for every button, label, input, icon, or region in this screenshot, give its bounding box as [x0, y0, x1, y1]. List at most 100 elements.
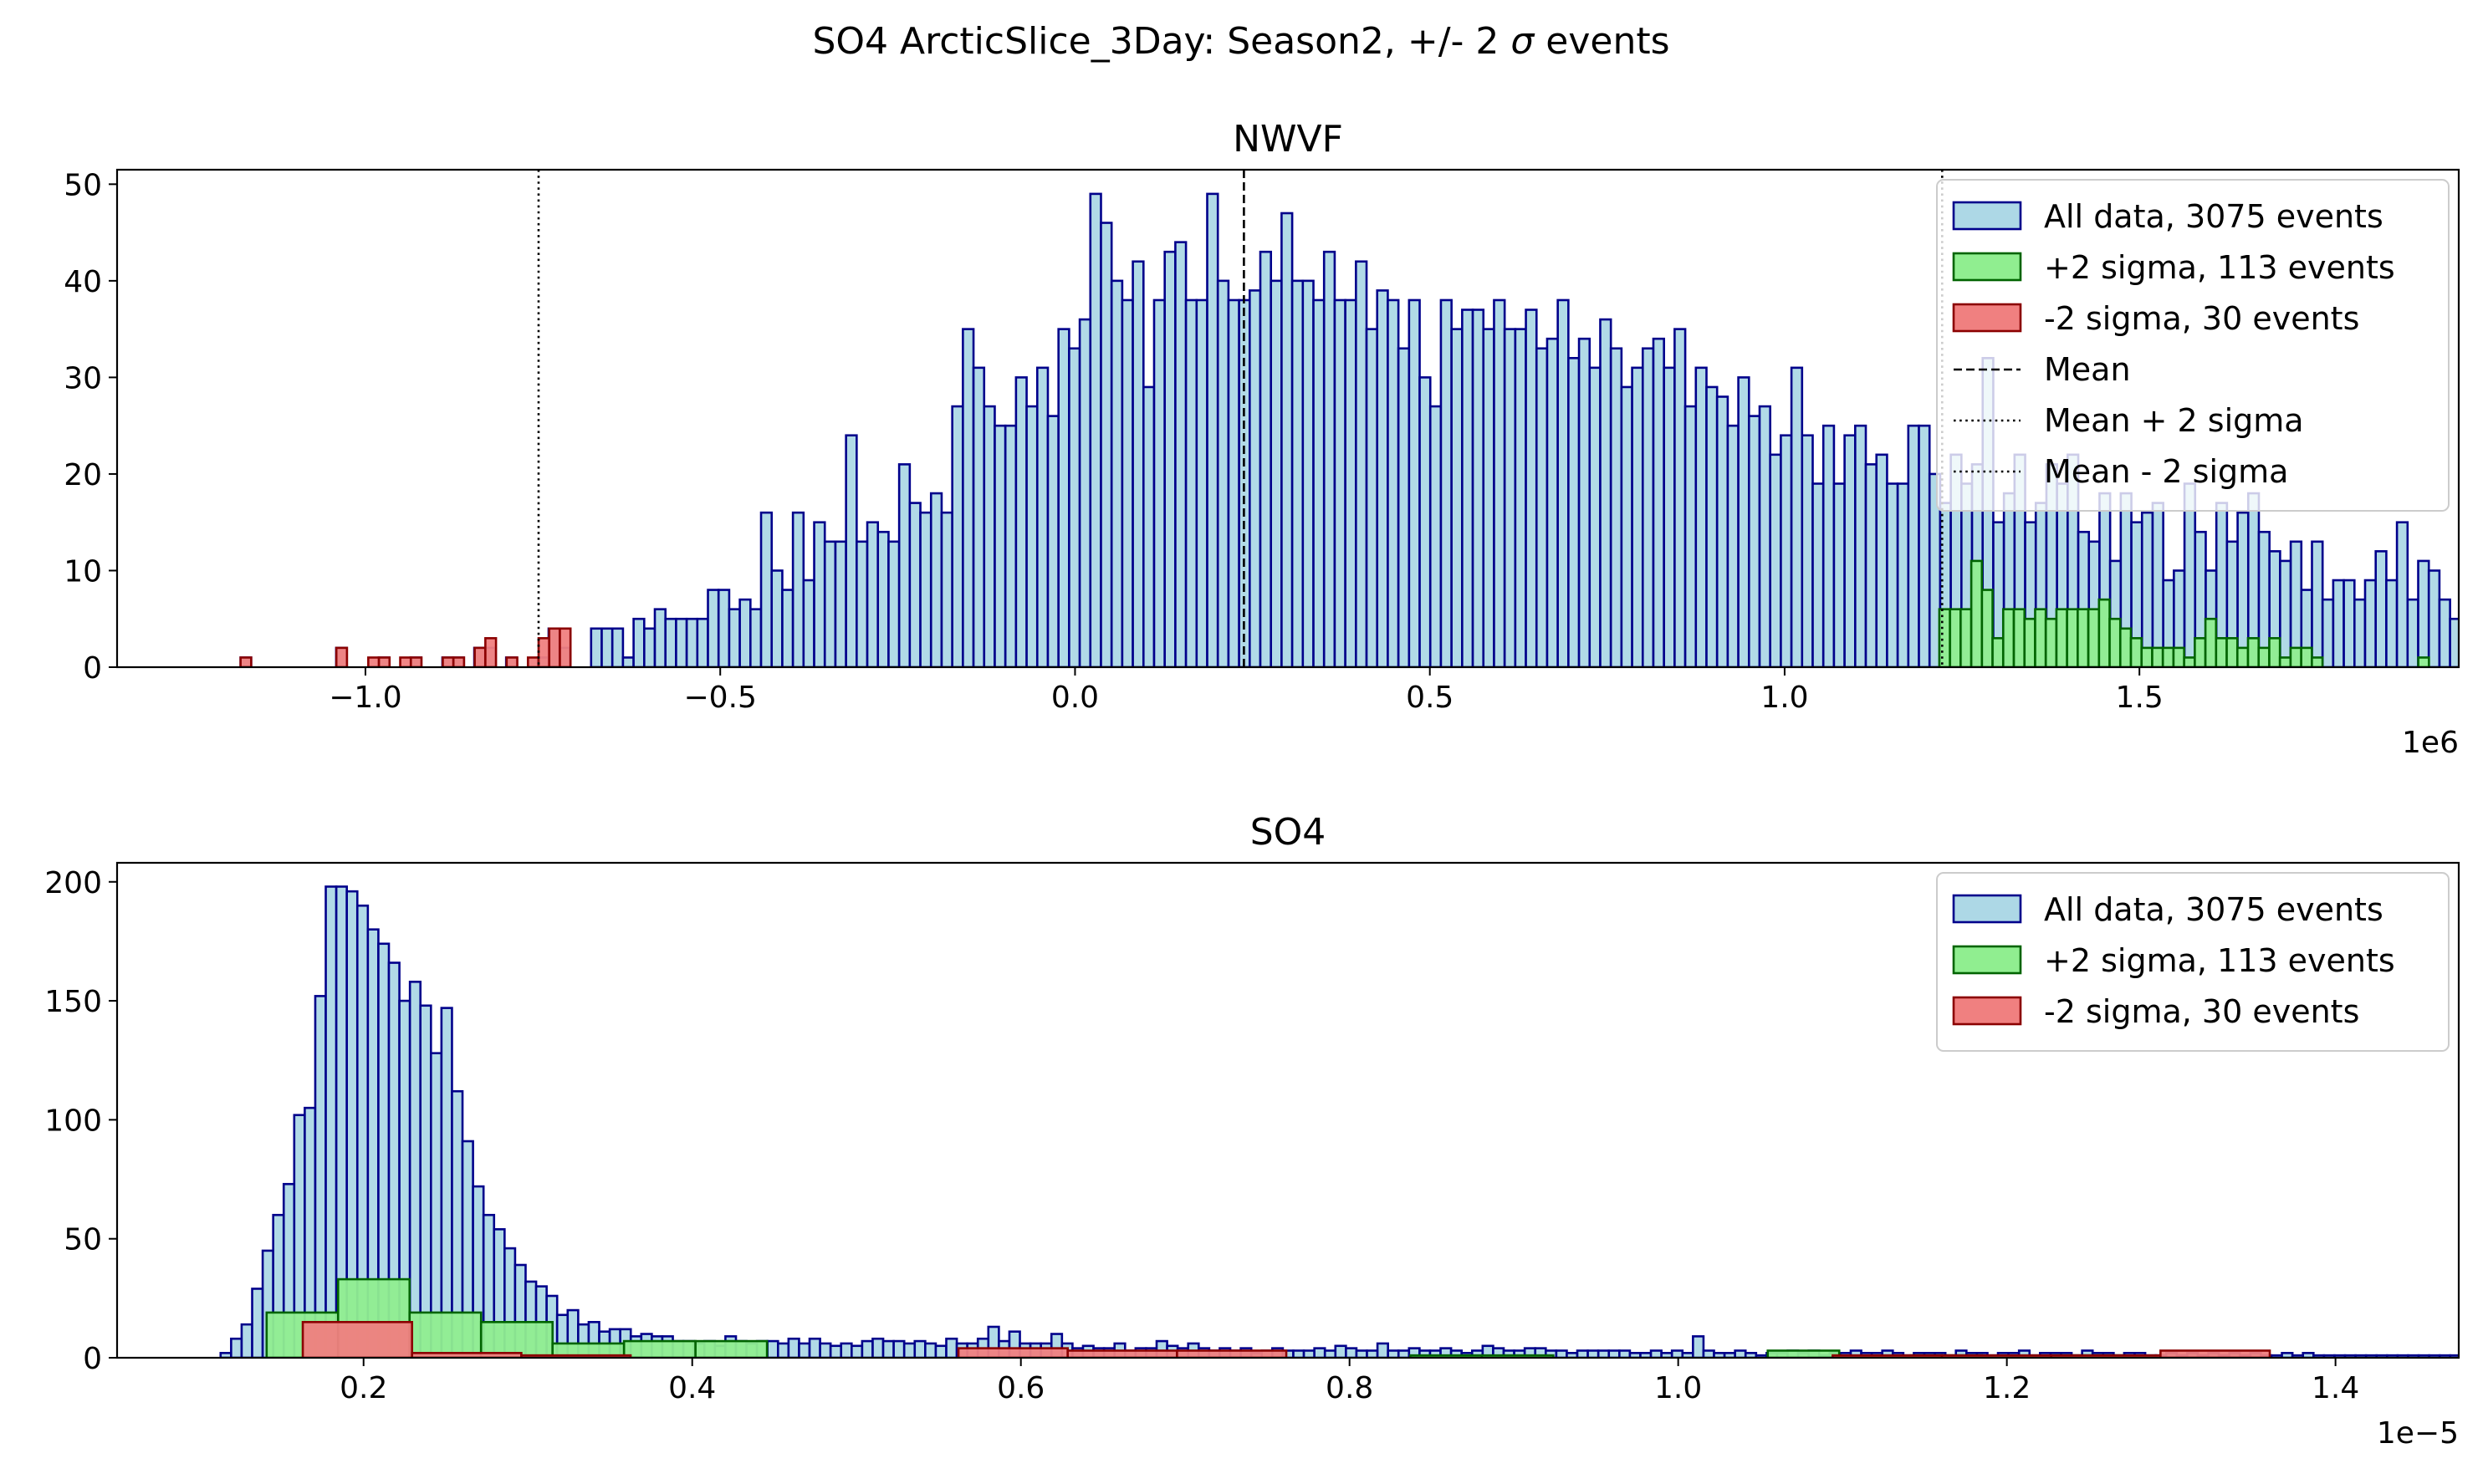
histogram-bar: [399, 656, 412, 667]
histogram-bar: [1493, 298, 1506, 667]
histogram-bar: [1142, 385, 1156, 667]
histogram-bar: [2055, 608, 2068, 667]
legend-label: +2 sigma, 113 events: [2044, 249, 2395, 286]
series-minus: [301, 1321, 2271, 1358]
histogram-bar: [1734, 1349, 1747, 1358]
histogram-bar: [871, 1337, 885, 1358]
legend-swatch: [1952, 201, 2022, 231]
histogram-bar: [2183, 656, 2196, 667]
legend: All data, 3075 events +2 sigma, 113 event…: [1936, 179, 2450, 512]
histogram-bar: [1132, 260, 1145, 667]
histogram-bar: [1503, 328, 1517, 667]
histogram-bar: [526, 656, 540, 667]
legend-label: Mean - 2 sigma: [2044, 453, 2288, 490]
histogram-bar: [452, 656, 466, 667]
histogram-bar: [1290, 279, 1305, 667]
histogram-bar: [1334, 1344, 1347, 1358]
histogram-bar: [1461, 309, 1474, 667]
histogram-bar: [1918, 424, 1931, 667]
series-minus: [239, 627, 572, 667]
histogram-bar: [1854, 424, 1867, 667]
histogram-bar: [1121, 298, 1134, 667]
histogram-bar: [2066, 608, 2079, 667]
histogram-bar: [1609, 347, 1623, 667]
histogram-bar: [876, 530, 890, 667]
axes-title: NWVF: [1233, 118, 1343, 161]
y-tick-label: 30: [64, 361, 102, 395]
histogram-bar: [1100, 222, 1113, 667]
histogram-bar: [622, 1339, 697, 1358]
histogram-bar: [2438, 598, 2451, 667]
legend-swatch: [1952, 252, 2022, 282]
histogram-bar: [2449, 1354, 2459, 1358]
histogram-bar: [1970, 559, 1984, 667]
histogram-bar: [2012, 608, 2026, 667]
histogram-bar: [1408, 298, 1421, 667]
histogram-bar: [1280, 212, 1294, 667]
legend-label: All data, 3075 events: [2044, 891, 2383, 928]
histogram-bar: [2172, 646, 2185, 667]
nwvf-histogram-panel: NWVF −1.0 −0.5 0.0 0.5 1.0 1.5 0 10 20 30 40 50 1e6 Al…: [64, 118, 2460, 760]
histogram-bar: [1376, 289, 1389, 667]
histogram-bar: [1673, 328, 1687, 667]
y-tick-label: 50: [64, 168, 102, 202]
histogram-bar: [419, 1004, 432, 1358]
axes-frame: [115, 861, 2460, 1359]
histogram-bar: [1366, 1349, 1379, 1358]
histogram-bar: [1004, 424, 1018, 667]
y-tick-label: 40: [64, 265, 102, 299]
histogram-bar: [2140, 511, 2154, 667]
x-tick-label: 0.6: [997, 1371, 1045, 1405]
histogram-bar: [1259, 250, 1273, 667]
histogram-bar: [2129, 637, 2143, 667]
histogram-bar: [1397, 1349, 1411, 1358]
histogram-bar: [2385, 579, 2399, 667]
histogram-bar: [1428, 405, 1443, 667]
histogram-bar: [1302, 1349, 1316, 1358]
histogram-bar: [1397, 347, 1411, 667]
histogram-bar: [1249, 289, 1262, 667]
histogram-bar: [1599, 318, 1612, 667]
histogram-bar: [808, 1337, 821, 1358]
histogram-bar: [1195, 298, 1208, 667]
y-tick-label: 0: [83, 651, 102, 686]
y-tick-label: 50: [64, 1223, 102, 1257]
histogram-bar: [1089, 192, 1102, 667]
histogram-bar: [1980, 589, 1994, 667]
histogram-bar: [1631, 366, 1644, 667]
histogram-bar: [798, 1342, 811, 1358]
histogram-bar: [791, 511, 805, 667]
histogram-bar: [861, 1339, 874, 1358]
histogram-bar: [632, 617, 646, 667]
histogram-bar: [1216, 279, 1230, 667]
histogram-bar: [2289, 646, 2302, 667]
histogram-bar: [1439, 298, 1453, 667]
histogram-bar: [2034, 608, 2047, 667]
histogram-bar: [1323, 1349, 1337, 1358]
histogram-bar: [2353, 598, 2367, 667]
histogram-bar: [2300, 646, 2313, 667]
histogram-bar: [2257, 646, 2271, 667]
histogram-bar: [908, 502, 922, 667]
histogram-bar: [957, 1347, 1070, 1358]
histogram-bar: [840, 1342, 853, 1358]
histogram-bar: [902, 1342, 917, 1358]
y-tick-label: 200: [44, 866, 102, 900]
histogram-bar: [1811, 482, 1825, 667]
histogram-bar: [1652, 337, 1665, 667]
histogram-bar: [409, 656, 423, 667]
histogram-bar: [2159, 1349, 2271, 1358]
histogram-bar: [940, 511, 953, 667]
histogram-bar: [653, 608, 667, 667]
x-tick-label: 0.4: [668, 1371, 716, 1405]
histogram-bar: [2151, 502, 2164, 667]
histogram-bar: [408, 1311, 483, 1358]
histogram-bar: [1555, 1349, 1568, 1358]
histogram-bar: [694, 1339, 769, 1358]
histogram-bar: [2278, 656, 2292, 667]
histogram-bar: [1864, 463, 1878, 667]
histogram-bar: [738, 598, 752, 667]
legend-swatch: [1952, 303, 2022, 333]
histogram-bar: [1670, 1349, 1684, 1358]
histogram-bar: [1692, 1335, 1705, 1358]
